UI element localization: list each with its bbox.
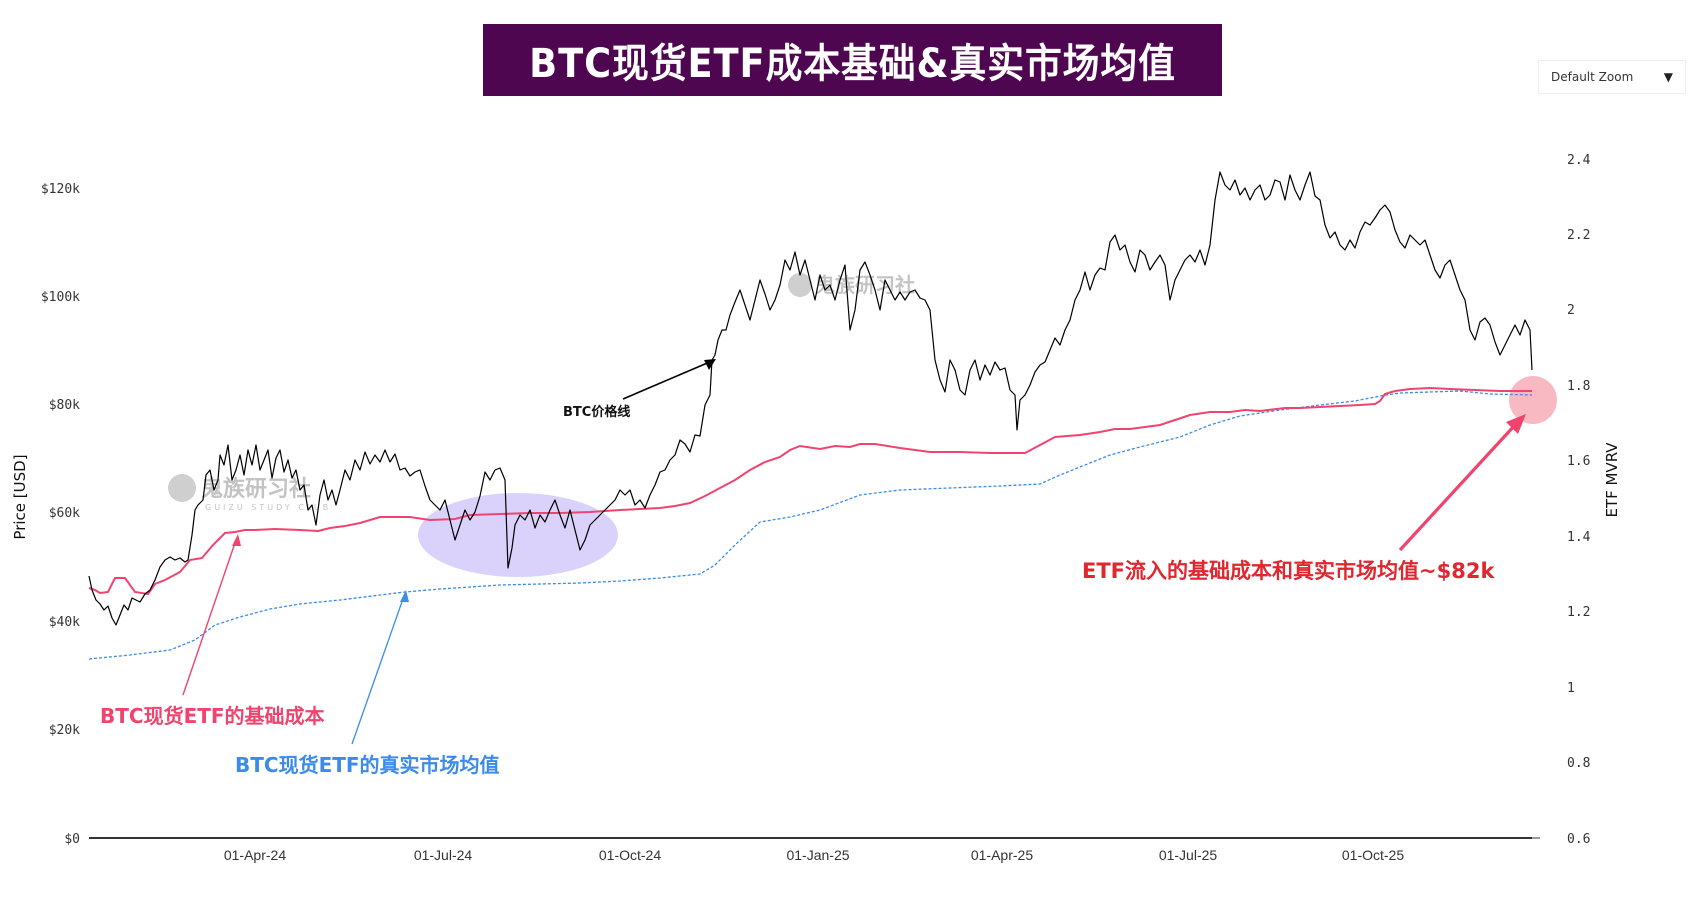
y2-tick: 2	[1567, 303, 1575, 318]
btc-price-line	[88, 171, 1533, 626]
consolidation-highlight-ellipse	[418, 493, 618, 577]
price-line-label: BTC价格线	[563, 404, 630, 420]
y-tick: $80k	[49, 398, 80, 413]
y2-tick: 2.2	[1567, 228, 1590, 243]
true-market-mean-arrow	[351, 590, 409, 745]
watermark-text-en: GUIZU STUDY CLUB	[205, 503, 331, 512]
watermark-logo-icon	[168, 474, 196, 502]
y2-tick: 1.6	[1567, 454, 1590, 469]
etf-cost-basis-line	[88, 386, 1532, 596]
left-y-axis-title: Price [USD]	[11, 454, 29, 539]
y-tick: $40k	[49, 615, 80, 630]
y-tick: $0	[64, 832, 80, 847]
right-y-axis-title: ETF MVRV	[1603, 442, 1621, 518]
x-tick: 01-Apr-24	[224, 847, 286, 863]
cost-basis-label: BTC现货ETF的基础成本	[100, 704, 325, 728]
true-market-mean-line	[88, 390, 1533, 660]
chart-title: BTC现货ETF成本基础&真实市场均值	[529, 41, 1176, 87]
y2-tick: 2.4	[1567, 153, 1591, 168]
x-tick: 01-Jan-25	[786, 847, 849, 863]
x-tick: 01-Apr-25	[971, 847, 1033, 863]
triangle-down-icon: ▼	[1663, 70, 1673, 84]
watermark: 鬼族研习社 GUIZU STUDY CLUB 鬼族研习社	[168, 273, 915, 512]
price-line-arrow	[622, 359, 716, 400]
watermark-logo-icon-2	[788, 273, 812, 297]
zoom-dropdown[interactable]: Default Zoom ▼	[1538, 60, 1686, 94]
y-tick: $120k	[41, 182, 80, 197]
y-tick: $60k	[49, 506, 80, 521]
chart-title-banner: BTC现货ETF成本基础&真实市场均值	[483, 24, 1222, 96]
zoom-dropdown-label: Default Zoom	[1551, 70, 1634, 84]
x-tick: 01-Jul-25	[1159, 847, 1218, 863]
watermark-text-cn: 鬼族研习社	[201, 476, 311, 502]
y2-tick: 1.2	[1567, 605, 1590, 620]
x-tick: 01-Oct-24	[599, 847, 661, 863]
convergence-highlight-circle	[1509, 376, 1557, 424]
y2-tick: 1	[1567, 681, 1575, 696]
cost-basis-arrow	[182, 534, 241, 696]
convergence-label: ETF流入的基础成本和真实市场均值~$82k	[1082, 559, 1495, 583]
right-y-axis-ticks: 0.6 0.8 1 1.2 1.4 1.6 1.8 2 2.2 2.4	[1567, 153, 1591, 847]
left-y-axis-ticks: $0 $20k $40k $60k $80k $100k $120k	[41, 182, 80, 847]
x-tick: 01-Jul-24	[414, 847, 473, 863]
y2-tick: 1.8	[1567, 379, 1590, 394]
y2-tick: 0.6	[1567, 832, 1590, 847]
y2-tick: 0.8	[1567, 756, 1590, 771]
x-axis-ticks: 01-Apr-24 01-Jul-24 01-Oct-24 01-Jan-25 …	[224, 847, 1404, 863]
y-tick: $20k	[49, 723, 80, 738]
y2-tick: 1.4	[1567, 530, 1591, 545]
y-tick: $100k	[41, 290, 80, 305]
true-market-mean-label: BTC现货ETF的真实市场均值	[235, 753, 500, 777]
watermark-text-cn-2: 鬼族研习社	[815, 273, 915, 297]
x-tick: 01-Oct-25	[1342, 847, 1404, 863]
convergence-arrow	[1398, 414, 1526, 552]
